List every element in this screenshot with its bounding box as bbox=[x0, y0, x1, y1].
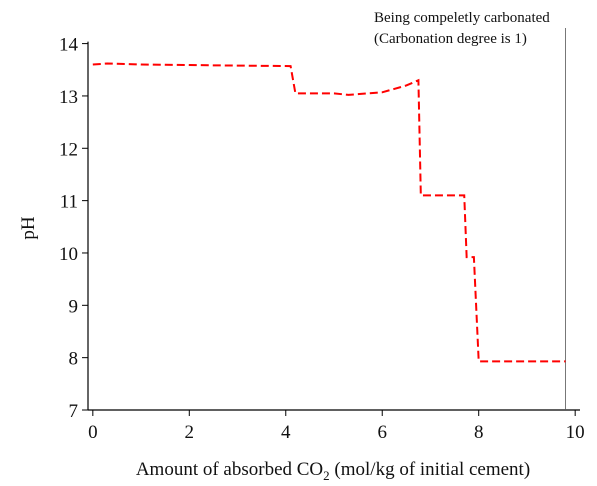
x-label-subscript: 2 bbox=[323, 468, 330, 483]
data-line bbox=[92, 62, 566, 363]
x-tick-label: 4 bbox=[281, 422, 291, 443]
x-tick-label: 6 bbox=[377, 422, 387, 443]
y-tick-label: 7 bbox=[69, 401, 79, 422]
x-tick-label: 0 bbox=[88, 422, 98, 443]
x-tick-label: 10 bbox=[566, 422, 585, 443]
y-tick-label: 9 bbox=[69, 296, 79, 317]
x-axis-label: Amount of absorbed CO2 (mol/kg of initia… bbox=[136, 459, 530, 483]
y-axis-label: pH bbox=[18, 216, 39, 240]
y-tick-label: 10 bbox=[59, 244, 78, 265]
y-tick-label: 8 bbox=[69, 349, 79, 370]
y-tick-label: 11 bbox=[60, 192, 78, 213]
x-tick-label: 8 bbox=[474, 422, 484, 443]
y-tick-label: 12 bbox=[59, 139, 78, 160]
y-tick-label: 13 bbox=[59, 87, 78, 108]
x-label-part: (mol/kg of initial cement) bbox=[330, 459, 531, 480]
x-tick-label: 2 bbox=[185, 422, 195, 443]
y-tick-label: 14 bbox=[59, 35, 79, 56]
annotation: Being compeletly carbonated bbox=[374, 10, 550, 26]
x-label-part: Amount of absorbed CO bbox=[136, 459, 323, 480]
annotation: (Carbonation degree is 1) bbox=[374, 31, 527, 47]
